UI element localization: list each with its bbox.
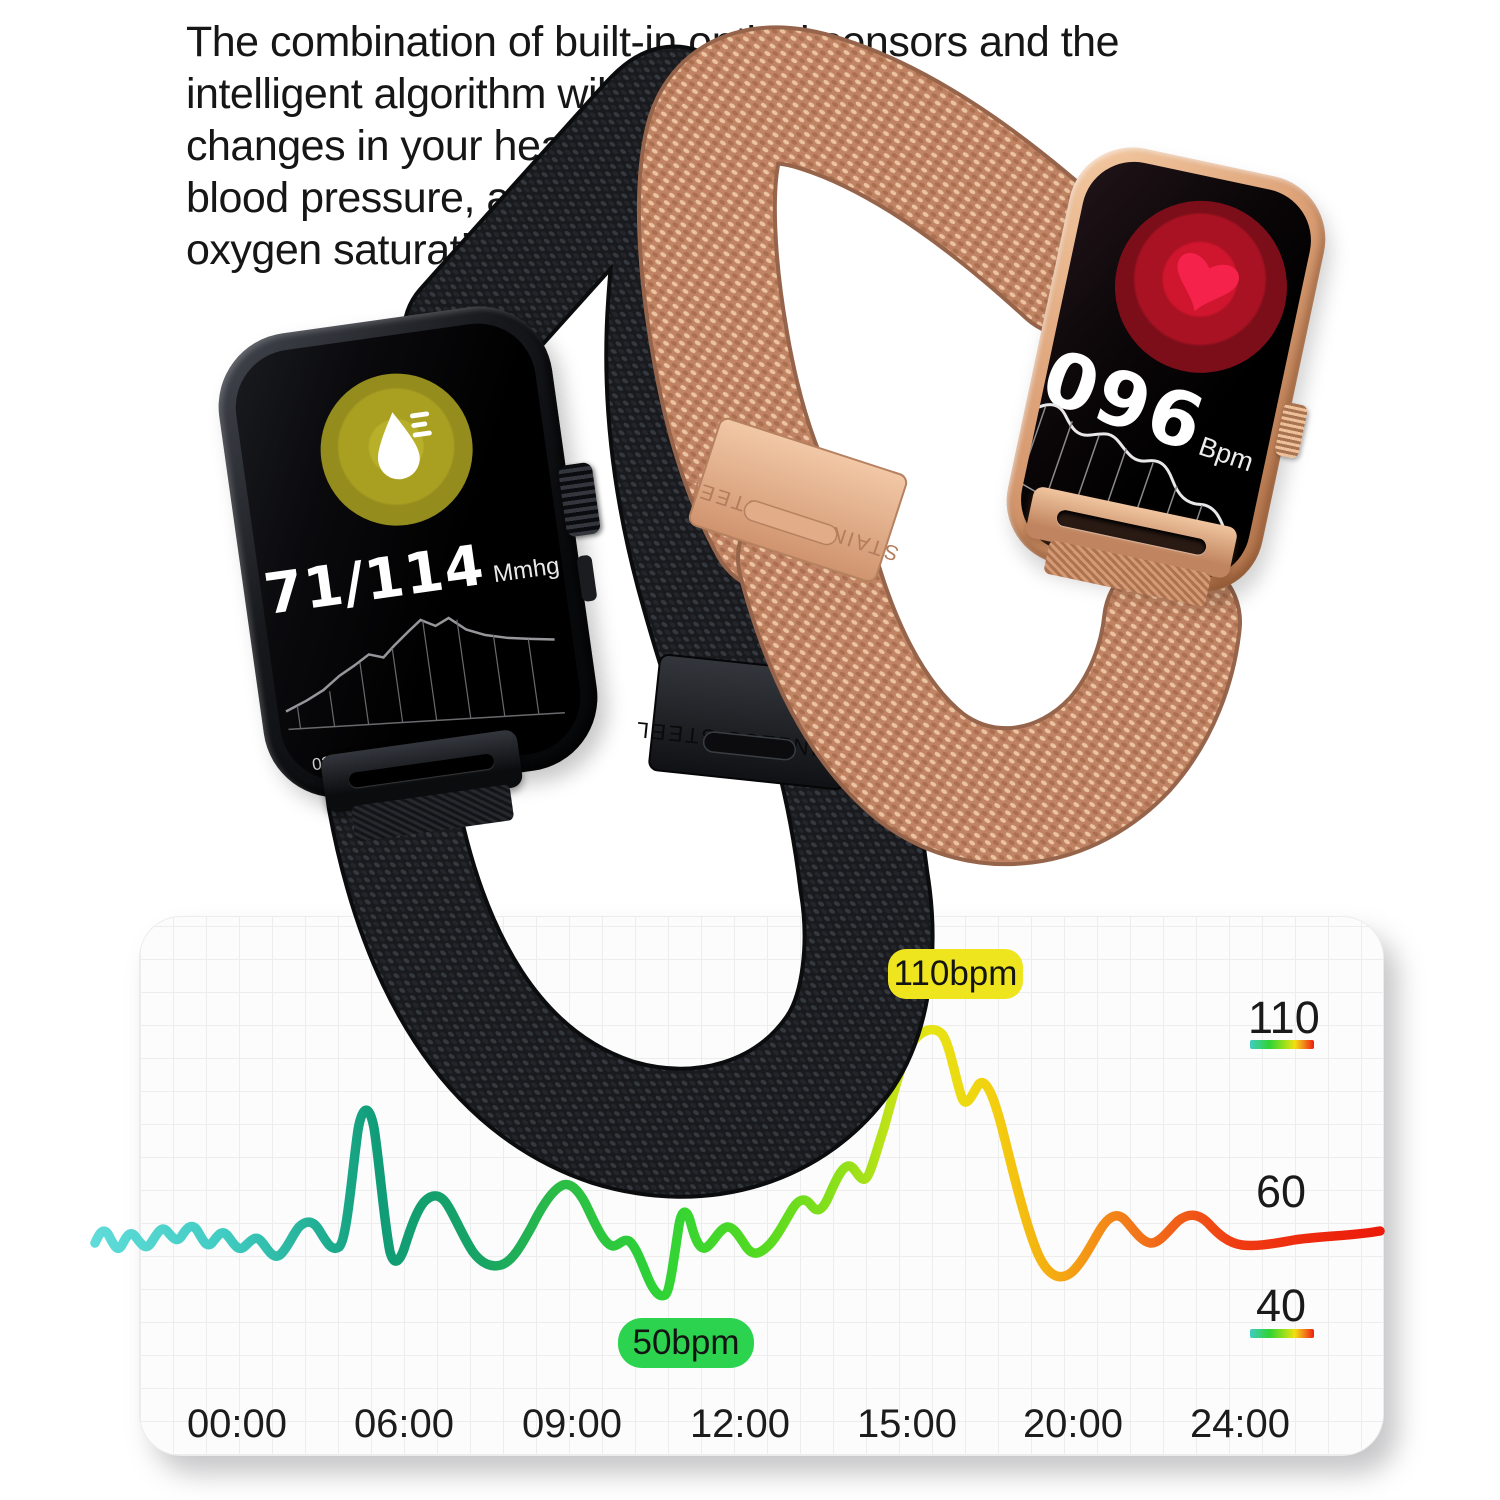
x-axis-label: 06:00 xyxy=(353,1402,455,1446)
scale-label-40: 40 xyxy=(1256,1280,1307,1331)
heart-icon xyxy=(1177,253,1239,312)
gold-smartwatch: 096Bpm xyxy=(994,135,1338,608)
black-lug-slot xyxy=(348,753,495,789)
high-bpm-badge: 110bpm xyxy=(888,949,1023,999)
heart-rate-gradient-line xyxy=(90,1024,1385,1301)
x-axis-label: 20:00 xyxy=(1022,1402,1124,1446)
x-axis-label: 24:00 xyxy=(1189,1402,1291,1446)
scale-gradient-bar-40 xyxy=(1250,1329,1314,1338)
x-axis-label: 00:00 xyxy=(186,1402,288,1446)
high-bpm-label: 110bpm xyxy=(893,954,1018,993)
scale-label-110: 110 xyxy=(1248,992,1320,1043)
low-bpm-label: 50bpm xyxy=(632,1323,740,1362)
x-axis-label: 09:00 xyxy=(521,1402,623,1446)
blood-pressure-icon xyxy=(378,411,432,480)
gold-band-top xyxy=(636,25,1142,594)
black-band-loop xyxy=(326,678,935,1199)
x-axis-label: 12:00 xyxy=(689,1402,791,1446)
gold-band-loop xyxy=(736,488,1242,867)
gold-band-clasp: STAINLESS STEEL xyxy=(682,417,908,583)
scale-label-60: 60 xyxy=(1256,1166,1307,1217)
low-bpm-badge: 50bpm xyxy=(618,1318,754,1368)
x-axis-label: 15:00 xyxy=(856,1402,958,1446)
scale-gradient-bar-110 xyxy=(1250,1040,1314,1049)
